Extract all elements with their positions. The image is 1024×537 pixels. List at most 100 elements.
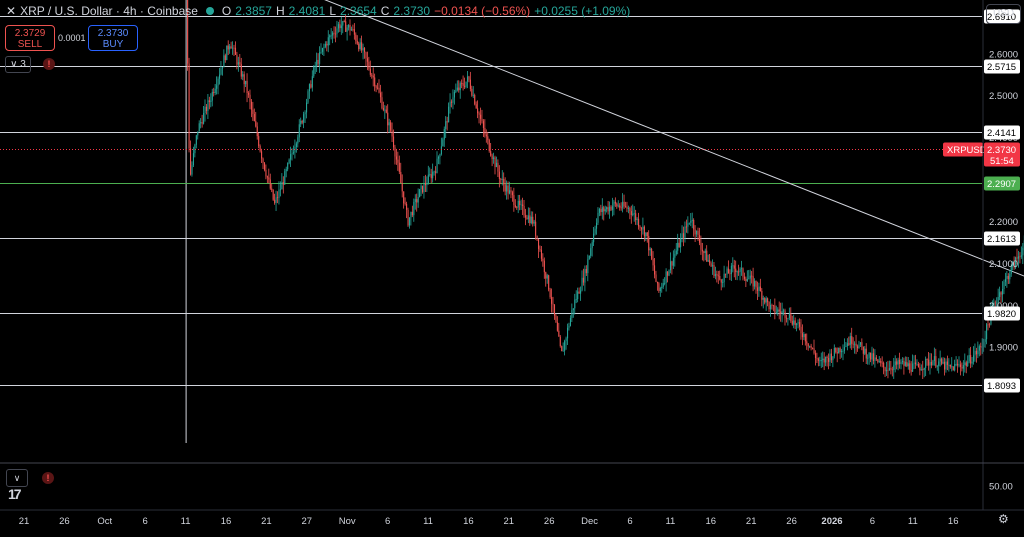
- candle-body: [850, 336, 851, 345]
- candle-body: [276, 197, 277, 203]
- candle-body: [856, 344, 857, 347]
- settings-icon[interactable]: ⚙: [998, 512, 1009, 526]
- candle-body: [877, 359, 878, 362]
- candle-body: [299, 124, 300, 137]
- candle-body: [774, 305, 775, 312]
- candle-body: [589, 256, 590, 259]
- currency-button[interactable]: USD: [986, 4, 1021, 24]
- indicators-count: 3: [20, 59, 26, 70]
- candle-body: [757, 287, 758, 290]
- candle-body: [977, 351, 978, 355]
- candle-body: [963, 365, 964, 369]
- level-price-label: 2.1613: [987, 234, 1016, 245]
- candle-body: [525, 215, 526, 217]
- time-tick-label: 16: [706, 516, 717, 527]
- candle-body: [619, 206, 620, 208]
- candle-body: [824, 359, 825, 363]
- candle-body: [377, 88, 378, 89]
- candle-body: [364, 48, 365, 52]
- indicators-toggle-button[interactable]: ∨ 3: [5, 56, 31, 73]
- candle-body: [642, 227, 643, 230]
- candle-body: [918, 364, 919, 367]
- price-tick-label: 50.00: [989, 482, 1013, 493]
- candle-body: [908, 363, 909, 366]
- candle-body: [702, 250, 703, 252]
- candle-body: [631, 211, 632, 215]
- candle-body: [480, 115, 481, 119]
- candle-body: [876, 357, 877, 359]
- candle-body: [293, 152, 294, 153]
- candle-body: [748, 279, 749, 280]
- candle-body: [658, 283, 659, 291]
- buy-button[interactable]: 2.3730 BUY: [88, 25, 138, 51]
- candle-body: [967, 361, 968, 366]
- candle-body: [906, 362, 907, 366]
- candle-body: [487, 136, 488, 139]
- candle-body: [786, 318, 787, 319]
- candle-body: [854, 344, 855, 345]
- candle-body: [637, 219, 638, 220]
- candle-body: [396, 156, 397, 159]
- collapse-panel-button[interactable]: ∨: [6, 469, 28, 487]
- candle-body: [566, 338, 567, 341]
- candle-body: [328, 37, 329, 45]
- market-status-icon: [206, 7, 214, 15]
- candle-body: [683, 233, 684, 237]
- time-tick-label: 11: [181, 516, 191, 527]
- candle-body: [988, 324, 989, 325]
- candle-body: [938, 361, 939, 366]
- candle-body: [866, 349, 867, 359]
- tradingview-logo[interactable]: 17: [8, 486, 20, 502]
- candle-body: [499, 172, 500, 179]
- candle-body: [761, 291, 762, 300]
- candle-body: [758, 287, 759, 291]
- candle-body: [292, 153, 293, 154]
- candle-body: [722, 282, 723, 283]
- level-price-label: 1.8093: [987, 381, 1016, 392]
- time-tick-label: Dec: [581, 516, 598, 527]
- candle-body: [834, 348, 835, 356]
- current-price-label: 2.3730: [987, 145, 1016, 156]
- candle-body: [226, 46, 227, 60]
- candle-body: [500, 179, 501, 180]
- candle-body: [400, 172, 401, 183]
- candle-body: [454, 92, 455, 97]
- candle-body: [571, 310, 572, 318]
- candle-body: [845, 346, 846, 347]
- candle-body: [724, 274, 725, 282]
- candle-body: [325, 44, 326, 47]
- candle-body: [557, 322, 558, 331]
- warning-icon[interactable]: !: [43, 58, 55, 70]
- candle-body: [873, 353, 874, 361]
- sell-button[interactable]: 2.3729 SELL: [5, 25, 55, 51]
- candle-body: [857, 346, 858, 348]
- close-icon[interactable]: ✕: [6, 4, 16, 18]
- candle-body: [764, 298, 765, 302]
- candle-body: [829, 354, 830, 362]
- ohlc-open: 2.3857: [235, 4, 272, 18]
- candle-body: [348, 25, 349, 27]
- candle-body: [914, 363, 915, 364]
- candle-body: [506, 186, 507, 192]
- candle-body: [309, 84, 310, 91]
- candle-body: [750, 276, 751, 279]
- symbol-title[interactable]: XRP / U.S. Dollar · 4h · Coinbase: [20, 4, 198, 18]
- candle-body: [843, 351, 844, 352]
- candle-body: [837, 352, 838, 353]
- candle-body: [635, 213, 636, 220]
- candle-body: [796, 324, 797, 325]
- candle-body: [222, 67, 223, 68]
- candle-body: [700, 243, 701, 250]
- candle-body: [232, 48, 233, 49]
- candle-body: [513, 195, 514, 205]
- candle-body: [570, 318, 571, 326]
- candle-body: [874, 357, 875, 361]
- candle-body: [568, 326, 569, 328]
- panel-warning-icon[interactable]: !: [42, 472, 54, 484]
- candle-body: [438, 157, 439, 159]
- trendline[interactable]: [307, 0, 1024, 277]
- candle-body: [512, 192, 513, 195]
- candle-body: [798, 322, 799, 323]
